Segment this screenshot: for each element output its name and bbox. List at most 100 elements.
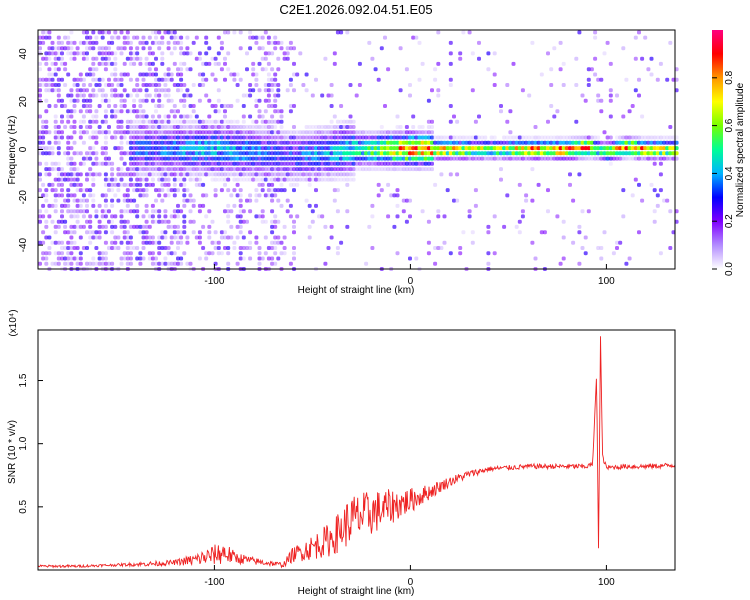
spectrogram-cell <box>282 177 287 182</box>
spectrogram-cell <box>307 224 312 229</box>
colorbar-ticks: 0.00.20.40.60.8 <box>712 70 735 276</box>
spectrogram-cell <box>611 156 616 161</box>
spectrogram-cell <box>235 182 240 187</box>
spectrogram-cell <box>430 119 434 124</box>
spectrogram-cell <box>38 67 42 72</box>
spectrogram-cell <box>282 135 287 140</box>
spectrogram-cell <box>154 67 158 72</box>
spectrogram-cell <box>486 67 491 72</box>
spectrogram-cell <box>128 251 133 256</box>
spectrogram-cell <box>166 40 171 45</box>
spectrogram-cell <box>511 135 516 140</box>
spectrogram-cell <box>122 251 127 256</box>
spectrogram-cell <box>282 246 287 250</box>
spectrogram-cell <box>56 151 61 156</box>
spectrogram-cell <box>492 151 497 156</box>
spectrogram-cell <box>60 219 64 224</box>
spectrogram-cell <box>157 104 162 108</box>
spectrogram-cell <box>201 119 206 124</box>
spectrogram-cell <box>163 193 168 198</box>
spectrogram-cell <box>229 161 234 166</box>
spectrogram-cell <box>197 235 202 240</box>
spectrogram-cell <box>207 130 212 135</box>
spectrogram-cell <box>179 77 184 82</box>
spectrogram-cell <box>351 167 356 172</box>
spectrogram-cell <box>552 114 557 119</box>
spectrogram-cell <box>502 146 507 151</box>
spectrogram-cell <box>69 235 74 240</box>
spectrogram-cell <box>185 235 190 240</box>
spectrogram-cell <box>436 93 441 98</box>
spectrogram-cell <box>226 177 231 182</box>
spectrogram-cell <box>103 46 108 51</box>
spectrogram-cell <box>78 88 83 93</box>
spectrogram-cell <box>44 109 49 114</box>
spectrogram-cell <box>144 209 149 214</box>
spectrogram-cell <box>150 135 155 140</box>
spectrogram-cell <box>135 56 140 61</box>
spectrogram-cell <box>658 146 663 151</box>
spectrogram-cell <box>389 167 394 172</box>
spectrogram-cell <box>361 151 365 156</box>
spectrogram-cell <box>157 188 162 193</box>
spectrogram-cell <box>279 119 284 124</box>
spectrogram-cell <box>248 93 253 98</box>
spectrogram-cell <box>323 125 328 129</box>
spectrogram-cell <box>348 83 353 87</box>
spectrogram-cell <box>395 151 400 156</box>
spectrogram-cell <box>207 209 212 214</box>
spectrogram-cell <box>586 146 591 151</box>
spectrogram-cell <box>232 177 237 182</box>
spectrogram-cell <box>113 240 118 245</box>
spectrogram-cell <box>420 167 425 172</box>
spectrogram-cell <box>430 151 434 156</box>
spectrogram-cell <box>301 156 306 161</box>
spectrogram-cell <box>223 235 227 240</box>
spectrogram-cell <box>229 140 234 145</box>
spectrogram-cell <box>141 40 146 45</box>
spectrogram-cell <box>392 135 397 140</box>
spectrogram-cell <box>179 235 184 240</box>
spectrogram-cell <box>197 256 202 261</box>
spectrogram-cell <box>615 240 619 245</box>
spectrogram-cell <box>144 40 149 45</box>
spectrogram-cell <box>88 135 93 140</box>
spectrogram-cell <box>41 125 46 129</box>
spectrogram-cell <box>103 193 108 198</box>
spectrogram-cell <box>182 119 187 124</box>
spectrogram-cell <box>442 135 447 140</box>
spectrogram-cell <box>72 193 77 198</box>
spectrogram-cell <box>458 246 463 250</box>
spectrogram-cell <box>56 224 61 229</box>
spectrogram-cell <box>329 93 334 98</box>
spectrogram-cell <box>88 261 93 266</box>
spectrogram-cell <box>160 230 165 235</box>
spectrogram-cell <box>480 146 485 151</box>
spectrogram-cell <box>251 125 256 129</box>
spectrogram-cell <box>97 224 102 229</box>
spectrogram-cell <box>122 230 127 235</box>
spectrogram-cell <box>317 161 322 166</box>
spectrogram-cell <box>44 30 49 35</box>
spectrogram-cell <box>630 104 635 108</box>
spectrogram-cell <box>546 146 550 151</box>
spectrogram-cell <box>615 146 619 151</box>
spectrogram-cell <box>292 88 296 93</box>
spectrogram-cell <box>144 140 149 145</box>
spectrogram-cell <box>138 261 143 266</box>
spectrogram-cell <box>574 83 579 87</box>
spectrogram-cell <box>91 130 96 135</box>
spectrogram-cell <box>147 135 152 140</box>
spectrogram-cell <box>91 161 96 166</box>
spectrogram-cell <box>185 167 190 172</box>
spectrogram-cell <box>241 167 246 172</box>
spectrogram-cell <box>251 35 256 40</box>
spectrogram-cell <box>373 161 378 166</box>
spectrogram-cell <box>63 67 68 72</box>
spectrogram-cell <box>310 156 315 161</box>
spectrogram-cell <box>248 135 253 140</box>
spectrogram-cell <box>395 251 400 256</box>
spectrogram-cell <box>423 130 428 135</box>
spectrogram-cell <box>138 135 143 140</box>
spectrogram-cell <box>125 198 130 203</box>
